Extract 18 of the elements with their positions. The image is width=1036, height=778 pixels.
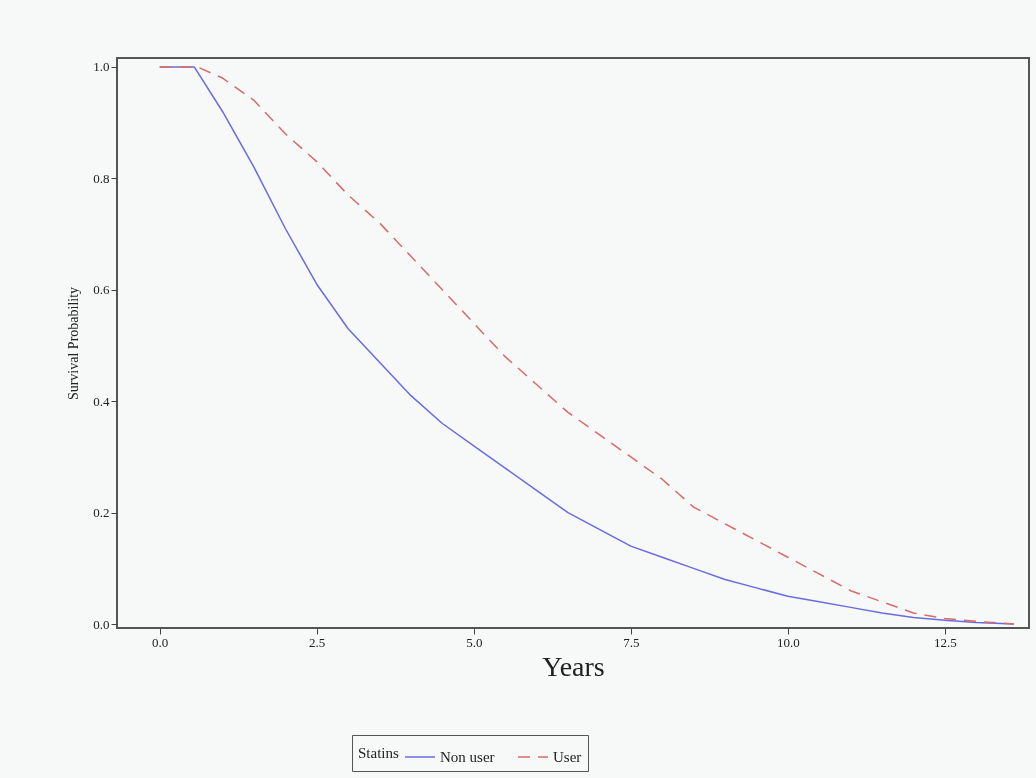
y-tick-label: 1.0 — [93, 59, 110, 75]
y-tick-label: 0.8 — [93, 170, 110, 186]
x-tick-label: 10.0 — [776, 634, 800, 650]
y-axis-title: Survival Probability — [66, 286, 82, 401]
x-tick-label: 2.5 — [309, 634, 326, 650]
x-axis-title: Years — [542, 650, 605, 682]
x-tick-label: 12.5 — [933, 634, 957, 650]
y-tick-label: 0.0 — [93, 616, 110, 632]
y-tick-label: 0.2 — [93, 505, 110, 521]
legend-label: User — [553, 749, 582, 765]
legend-label: Non user — [440, 749, 495, 765]
y-tick-label: 0.6 — [93, 282, 110, 298]
y-tick-label: 0.4 — [93, 393, 110, 409]
legend-title: Statins — [358, 745, 399, 761]
x-tick-label: 0.0 — [152, 634, 169, 650]
x-tick-label: 5.0 — [466, 634, 483, 650]
line-series — [158, 66, 1015, 625]
x-tick-label: 7.5 — [623, 634, 640, 650]
